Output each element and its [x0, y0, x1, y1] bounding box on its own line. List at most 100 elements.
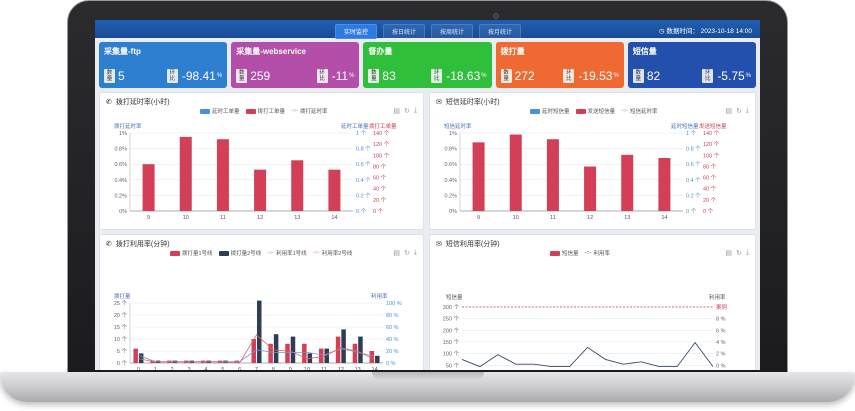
x-tick-label: 14	[661, 215, 667, 221]
chart-toolbox: ▤ ↻ ⤓	[725, 107, 749, 115]
x-tick-label: 6	[238, 367, 241, 370]
refresh-icon[interactable]: ↻	[404, 250, 410, 257]
tab-realtime[interactable]: 实时监控	[335, 24, 378, 39]
y-tick-label: 1%	[119, 131, 127, 137]
y2-tick-label: 4 %	[716, 340, 726, 346]
bar-line1	[133, 348, 138, 363]
y-tick-label: 20 个	[114, 312, 128, 319]
y-axis-title: 拨打延时率	[114, 122, 142, 130]
bar-line2	[341, 329, 346, 363]
ratio-unit: %	[481, 73, 487, 79]
panel-sms-delay: ✉ 短信延时率(小时) 延时短信量 发送短信量 -○- 短信延时率 ▤ ↻ ⤓ 0…	[429, 92, 756, 230]
count-label: 数量	[632, 69, 644, 83]
chart-toolbox: ▤ ↻ ⤓	[393, 107, 417, 115]
legend-label: 利用率2号线	[321, 251, 353, 257]
bar-line1	[302, 343, 307, 363]
mail-icon: ✉	[436, 241, 442, 248]
chart-toolbox: ▤ ↻ ⤓	[393, 249, 417, 257]
refresh-icon[interactable]: ↻	[736, 250, 742, 257]
bar-line2	[138, 353, 144, 363]
download-icon[interactable]: ⤓	[745, 249, 749, 256]
x-tick-label: 13	[355, 367, 361, 370]
y-tick-label: 50 个	[446, 362, 460, 369]
y-tick-label: 0%	[119, 209, 127, 215]
data-view-icon[interactable]: ▤	[393, 250, 401, 257]
bar-line1	[268, 343, 273, 363]
x-tick-label: 3	[188, 367, 191, 370]
stat-card-calls[interactable]: 拨打量 数量 272 环比 -19.53 %	[495, 42, 624, 88]
count-value: 83	[382, 69, 396, 83]
bar	[179, 136, 192, 211]
chart-call-utilization: 0 个 5 个 10 个 15 个 20 个 25 个 0 % 20 % 40 % 60 % 80 …	[114, 292, 402, 370]
tab-daily[interactable]: 按日统计	[383, 24, 426, 39]
y-tick-label: 150 个	[443, 339, 460, 346]
mail-icon: ✉	[436, 99, 442, 106]
legend-label: 拨打量1号线	[182, 251, 213, 257]
legend-item[interactable]: 拨打工单量	[245, 107, 285, 115]
y3-tick-label: 20 个	[703, 197, 717, 204]
x-tick-label: 11	[321, 367, 327, 370]
legend-item[interactable]: 发送短信量	[575, 107, 616, 115]
refresh-icon[interactable]: ↻	[404, 108, 410, 115]
tab-monthly[interactable]: 按月统计	[479, 24, 522, 39]
chart-sms-utilization: 0 个-2 %50 个0 %100 个2 %150 个4 %200 个6 %25…	[443, 293, 728, 369]
phone-icon: ✆	[106, 99, 112, 106]
legend-label: 利用率1号线	[276, 251, 307, 257]
legend-item[interactable]: 拨打量2号线	[218, 249, 262, 257]
x-tick-label: 9	[147, 215, 150, 221]
x-tick-label: 0	[137, 367, 140, 370]
legend-item[interactable]: 拨打量1号线	[170, 249, 213, 257]
count-value: 5	[118, 69, 125, 83]
legend-label: 拨打延时率	[300, 109, 328, 115]
count-label: 数量	[368, 69, 380, 83]
x-tick-label: 10	[513, 215, 519, 221]
bar-line2	[257, 300, 262, 363]
ratio-label: 环比	[431, 69, 443, 83]
download-icon[interactable]: ⤓	[413, 249, 417, 256]
refresh-icon[interactable]: ↻	[736, 108, 742, 115]
legend-label: 发送短信量	[587, 109, 616, 115]
bar	[584, 166, 597, 211]
y-tick-label: 15 个	[114, 324, 128, 331]
stat-card-ftp[interactable]: 采集量-ftp 数量 5 环比 -98.41 %	[99, 42, 228, 88]
data-view-icon[interactable]: ▤	[725, 250, 733, 257]
tab-weekly[interactable]: 按周统计	[431, 24, 474, 39]
x-tick-label: 9	[477, 215, 480, 221]
legend-item[interactable]: 延时短信量	[530, 107, 570, 115]
legend-item[interactable]: -○- 拨打延时率	[291, 108, 328, 115]
y2-tick-label: 2 %	[716, 352, 726, 358]
chart-toolbox: ▤ ↻ ⤓	[725, 249, 749, 257]
dashboard-screen: 实时监控 按日统计 按周统计 按月统计 ◷ 数据时间： 2023-10-18 1…	[95, 20, 760, 370]
stat-card-sms[interactable]: 短信量 数量 82 环比 -5.75 %	[627, 42, 757, 88]
count-label: 数量	[500, 69, 512, 83]
stat-card-webservice[interactable]: 采集量-webservice 数量 259 环比 -11 %	[231, 42, 360, 88]
download-icon[interactable]: ⤓	[413, 107, 417, 114]
legend-label: 拨打量2号线	[230, 251, 262, 257]
legend-item[interactable]: -○- 短信延时率	[621, 108, 658, 115]
data-view-icon[interactable]: ▤	[725, 108, 733, 115]
legend-item[interactable]: 延时工单量	[200, 107, 240, 115]
ratio-value: -11	[331, 69, 349, 83]
panel-call-utilization: ✆ 拨打利用率(分钟) 拨打量1号线 拨打量2号线 -○- 利用率1号线 -○- 利…	[99, 234, 424, 370]
bar-line2	[273, 334, 279, 363]
count-value: 272	[514, 69, 535, 83]
ratio-value: -5.75	[717, 69, 745, 83]
data-view-icon[interactable]: ▤	[393, 108, 401, 115]
chart-legend: 延时工单量 拨打工单量 -○- 拨打延时率	[200, 107, 328, 115]
legend-label: 利用率	[593, 251, 611, 257]
legend-item[interactable]: 短信量	[550, 249, 579, 257]
stat-card-supervise[interactable]: 督办量 数量 83 环比 -18.63 %	[363, 42, 492, 88]
y-tick-label: 25 个	[114, 300, 128, 307]
legend-item[interactable]: -○- 利用率2号线	[312, 250, 353, 257]
bar	[472, 142, 485, 211]
y-tick-label: 0 个	[117, 360, 128, 367]
bar-line1	[150, 360, 155, 363]
legend-item[interactable]: -○- 利用率	[584, 250, 611, 257]
y2-tick-label: 0.2 个	[686, 192, 701, 199]
y3-tick-label: 120 个	[373, 141, 390, 148]
legend-item[interactable]: -○- 利用率1号线	[267, 250, 307, 257]
y3-tick-label: 140 个	[703, 130, 720, 137]
bar	[546, 139, 559, 211]
card-title: 督办量	[368, 47, 393, 56]
download-icon[interactable]: ⤓	[745, 107, 749, 114]
